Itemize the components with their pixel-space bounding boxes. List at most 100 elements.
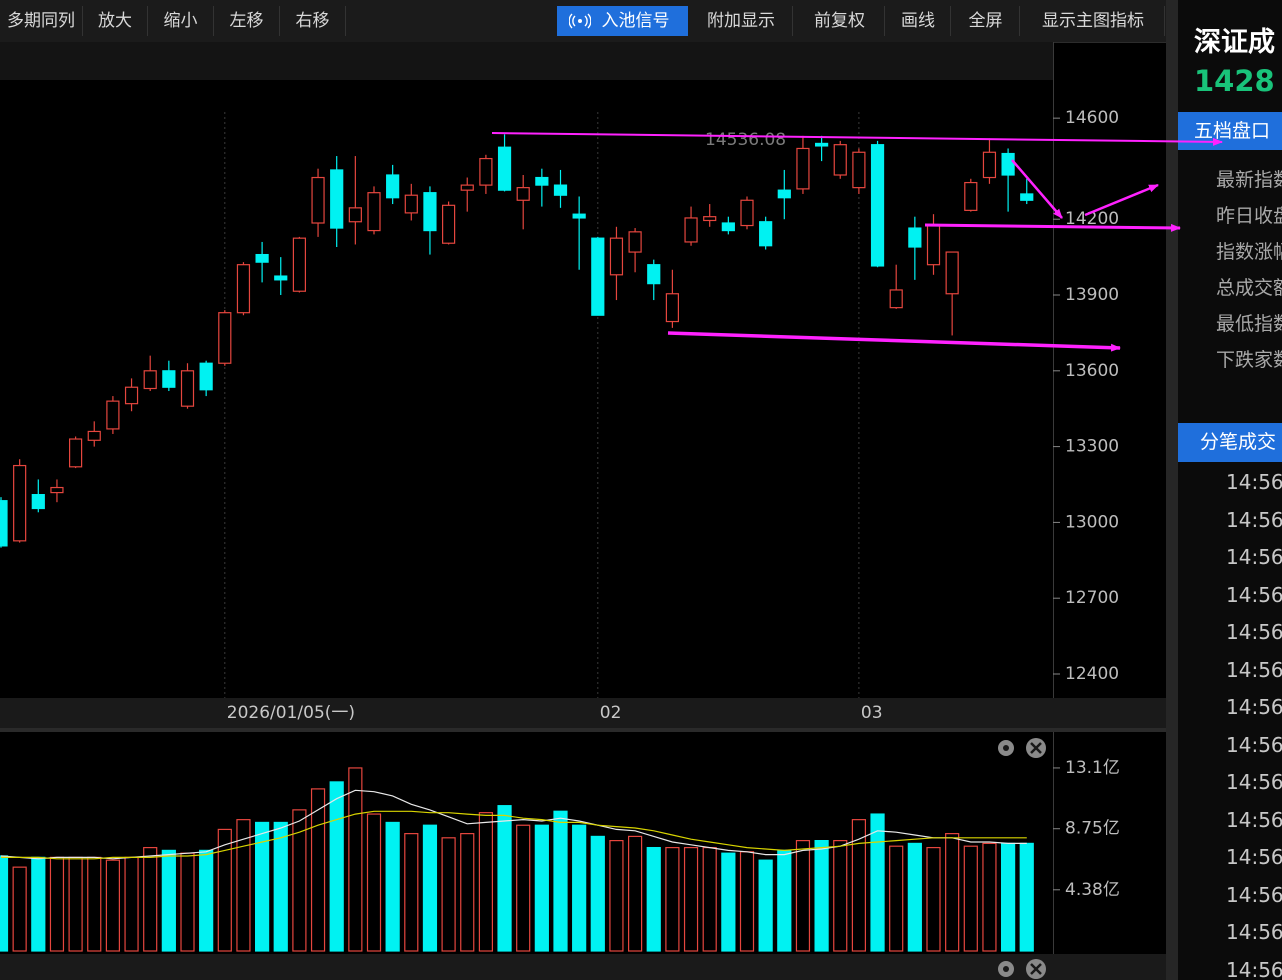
volume-bar [683,846,699,952]
candle-body [442,204,456,244]
candle-body [964,181,978,211]
candle-body [684,217,698,243]
date-strip [0,698,1166,728]
y-tick-label: 13600 [1065,361,1119,381]
candle-body [348,207,362,223]
volume-average-line [1,810,1027,860]
volume-bar [31,856,46,952]
volume-bar [721,852,736,952]
volume-bar [926,846,941,952]
volume-bar [366,813,382,952]
tick-time: 14:56 [1226,920,1282,944]
toolbar-button[interactable]: 附加显示 [690,6,793,36]
candle-body [721,222,735,232]
volume-bar [963,845,978,952]
candle-body [255,253,269,263]
chart: 14536.08 14600 14200 13900 13600 13300 13000 1… [0,42,1166,980]
candle-body [199,362,213,391]
panel-title: 深证成 [1194,27,1275,58]
volume-bar [795,840,811,952]
candle-body [572,213,586,219]
candle-body [50,486,64,494]
volume-bar [609,840,624,952]
volume-bar [497,805,512,952]
candle-body [926,224,941,266]
candle-body [870,144,885,267]
candle-body [796,147,810,190]
candle-body [852,151,866,189]
tick-time: 14:56 [1226,770,1282,794]
x-tick-label: 03 [861,703,883,723]
volume-bar [199,849,214,952]
volume-bar [404,833,419,952]
candle-body [292,237,306,292]
bottom-strip [0,954,1166,980]
candle-body [218,312,232,364]
volume-bar [12,866,27,952]
volume-bar [945,833,960,952]
toolbar-button[interactable]: 左移 [214,6,280,36]
y-tick-label: 12400 [1065,664,1119,684]
volume-bar [236,819,251,952]
volume-bar [907,842,922,952]
tick-time: 14:56 [1226,882,1282,907]
tick-time: 14:56 [1226,732,1282,757]
toolbar-button[interactable]: 前复权 [795,6,885,36]
volume-bar [851,819,867,952]
volume-bar [553,810,568,952]
volume-bar [422,824,438,952]
y-tick-label: 13900 [1065,285,1119,305]
toolbar-button[interactable]: 右移 [280,6,346,36]
candle-body [665,293,680,323]
candle-body [404,194,418,214]
volume-bar [982,842,997,952]
volume-bar [143,846,158,952]
candle-body [759,221,773,247]
toolbar-button[interactable]: 全屏 [952,6,1020,36]
close-crosses [1030,742,1042,975]
ticks-tab[interactable]: 分笔成交 [1178,423,1282,462]
volume-bar [292,809,307,952]
candle-body [945,251,959,295]
volume-bar [889,845,904,952]
volume-bar [702,846,717,952]
volume-bar [627,835,643,952]
toolbar-button[interactable]: 放大 [83,6,148,36]
candle-body [833,144,847,176]
candle-body [535,176,549,186]
chart-header [0,42,1054,80]
quote-tab[interactable]: 五档盘口 [1178,112,1282,150]
candle-body [740,199,754,227]
toolbar-button[interactable]: 缩小 [148,6,214,36]
volume-bar [217,828,232,952]
candle-body [497,146,512,191]
volume-bar [68,856,83,952]
tick-time: 14:56 [1226,545,1282,569]
volume-bar [478,812,493,952]
quote-label: 昨日收盘 [1216,205,1282,227]
toolbar-button[interactable]: 入池信号 [557,6,688,36]
toolbar-button[interactable]: 画线 [886,6,951,36]
y-tick-label: 14600 [1065,108,1119,128]
candle-body [703,216,717,222]
tick-time: 14:56 [1226,695,1282,719]
volume-bar [460,833,475,952]
volume-average-line [0,789,1027,860]
y-tick-label: 13000 [1065,512,1119,532]
candle-body [124,386,139,405]
toolbar-button[interactable]: 显示主图指标 [1022,6,1165,36]
toolbar-button[interactable]: 多期同列 [0,6,83,36]
volume-bar [534,824,549,952]
candle-body [460,184,474,191]
volume-bar [1019,842,1034,952]
volume-bar [833,840,848,952]
volume-bar [590,835,605,952]
quote-label: 最低指数 [1216,313,1282,335]
tick-time: 14:56 [1226,582,1282,607]
y-tick-label: 4.38亿 [1065,880,1120,900]
y-tick-label: 14200 [1065,209,1119,229]
volume-bar [49,856,65,952]
y-tick-label: 12700 [1065,588,1119,608]
candle-body [647,264,661,285]
candle-body [87,430,101,441]
